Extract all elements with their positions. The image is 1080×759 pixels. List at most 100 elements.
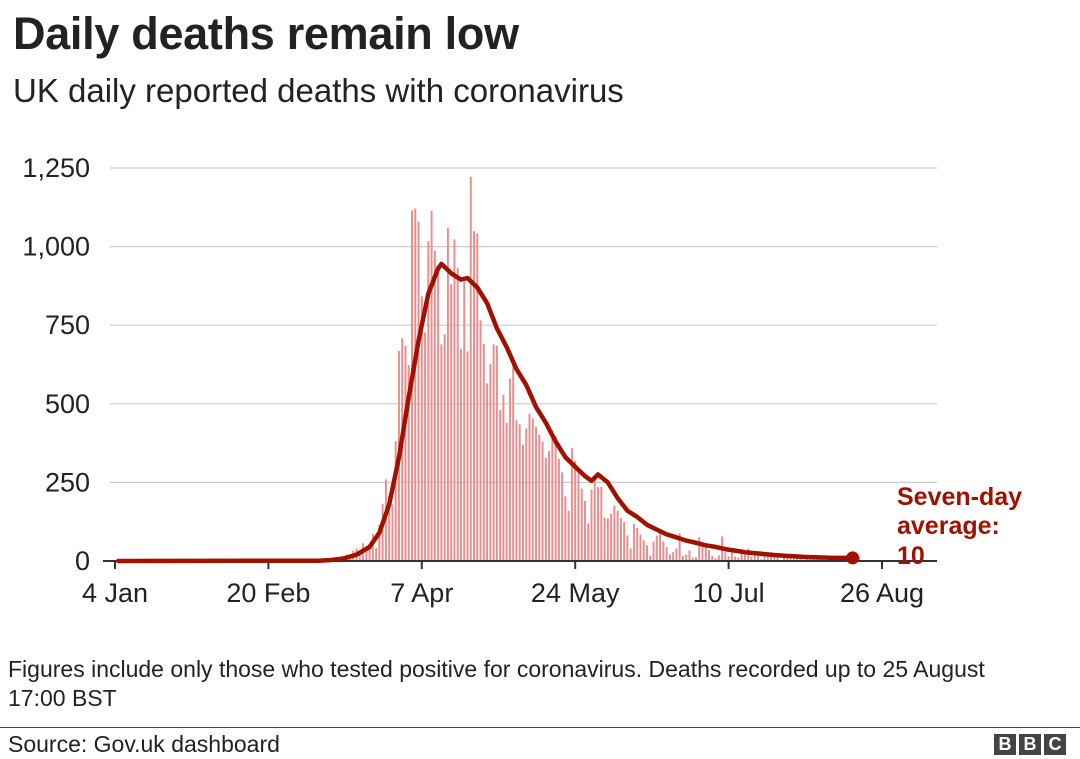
daily-deaths-bar bbox=[675, 548, 678, 561]
daily-deaths-bar bbox=[365, 545, 368, 561]
daily-deaths-bar bbox=[606, 518, 609, 561]
daily-deaths-bar bbox=[512, 361, 515, 561]
y-tick-label: 0 bbox=[75, 546, 90, 576]
daily-deaths-bar bbox=[730, 548, 733, 561]
daily-deaths-bar bbox=[358, 550, 361, 561]
bbc-logo: B B C bbox=[994, 734, 1066, 755]
daily-deaths-bar bbox=[538, 434, 541, 561]
daily-deaths-bar bbox=[541, 441, 544, 561]
y-tick-label: 1,250 bbox=[22, 153, 90, 183]
daily-deaths-bar bbox=[424, 332, 427, 561]
daily-deaths-bar bbox=[574, 460, 577, 561]
daily-deaths-bar bbox=[482, 344, 485, 561]
daily-deaths-bar bbox=[505, 422, 508, 561]
daily-deaths-bar bbox=[737, 557, 740, 561]
source-text: Source: Gov.uk dashboard bbox=[8, 731, 280, 757]
daily-deaths-bar bbox=[691, 557, 694, 561]
daily-deaths-bar bbox=[508, 378, 511, 561]
footnote: Figures include only those who tested po… bbox=[8, 656, 985, 711]
daily-deaths-bar bbox=[694, 557, 697, 561]
daily-deaths-bar bbox=[632, 523, 635, 561]
daily-deaths-bar bbox=[727, 556, 730, 561]
daily-deaths-bar bbox=[443, 334, 446, 561]
daily-deaths-bar bbox=[459, 348, 462, 561]
daily-deaths-bar bbox=[551, 430, 554, 561]
daily-deaths-bar bbox=[750, 556, 753, 561]
daily-deaths-bar bbox=[502, 394, 505, 561]
daily-deaths-bar bbox=[662, 541, 665, 561]
daily-deaths-bar bbox=[567, 510, 570, 561]
daily-deaths-bar bbox=[479, 320, 482, 561]
daily-deaths-bar bbox=[600, 486, 603, 561]
daily-deaths-bar bbox=[593, 476, 596, 561]
daily-deaths-bar bbox=[580, 488, 583, 561]
daily-deaths-bar bbox=[430, 210, 433, 561]
daily-deaths-bar bbox=[414, 208, 417, 561]
daily-deaths-bar bbox=[799, 556, 802, 561]
daily-deaths-bar bbox=[616, 510, 619, 561]
daily-deaths-bar bbox=[743, 554, 746, 561]
daily-deaths-bar bbox=[659, 529, 662, 561]
daily-deaths-bar bbox=[466, 351, 469, 561]
daily-deaths-bar bbox=[613, 505, 616, 561]
daily-deaths-bar bbox=[756, 555, 759, 561]
daily-deaths-bar bbox=[858, 556, 861, 561]
daily-deaths-bar bbox=[740, 549, 743, 561]
daily-deaths-bar bbox=[404, 345, 407, 561]
daily-deaths-bar bbox=[440, 344, 443, 561]
daily-deaths-bar bbox=[518, 424, 521, 561]
daily-deaths-bar bbox=[786, 557, 789, 561]
endpoint-marker bbox=[846, 551, 860, 565]
daily-deaths-bar bbox=[665, 547, 668, 561]
daily-deaths-bar bbox=[646, 545, 648, 561]
daily-deaths-bar bbox=[724, 552, 727, 561]
daily-deaths-bar bbox=[391, 504, 394, 561]
x-tick-label: 7 Apr bbox=[390, 578, 453, 608]
daily-deaths-bar bbox=[499, 410, 502, 561]
daily-deaths-bar bbox=[587, 523, 590, 561]
daily-deaths-bar bbox=[642, 540, 645, 561]
daily-deaths-bar bbox=[548, 450, 551, 561]
x-tick-label: 24 May bbox=[531, 578, 620, 608]
daily-deaths-chart: 0 250 500 750 1,000 1,250 4 Jan 20 Feb 7 Apr 24 M… bbox=[22, 153, 1022, 608]
daily-deaths-bar bbox=[528, 413, 531, 561]
daily-deaths-bar bbox=[420, 296, 423, 561]
annotation-line: average: bbox=[897, 512, 1000, 540]
daily-deaths-bar bbox=[717, 555, 720, 561]
daily-deaths-bar bbox=[636, 527, 639, 561]
daily-deaths-bar bbox=[619, 517, 622, 561]
daily-deaths-bar bbox=[492, 344, 495, 561]
daily-deaths-bar bbox=[597, 486, 600, 561]
daily-deaths-bar bbox=[711, 555, 714, 561]
annotation-line: 10 bbox=[897, 542, 925, 570]
daily-deaths-bar bbox=[368, 544, 371, 561]
footer-divider bbox=[0, 727, 1080, 728]
daily-deaths-bar bbox=[649, 555, 652, 561]
daily-deaths-bar bbox=[577, 471, 580, 561]
daily-deaths-bar bbox=[476, 233, 479, 561]
daily-deaths-bar bbox=[603, 517, 606, 561]
daily-deaths-bar bbox=[489, 364, 492, 561]
daily-deaths-bar bbox=[668, 554, 671, 561]
daily-deaths-bar bbox=[809, 557, 812, 561]
daily-deaths-bar bbox=[463, 281, 466, 561]
daily-deaths-bar bbox=[584, 500, 586, 561]
daily-deaths-bar bbox=[688, 550, 691, 561]
daily-deaths-bar bbox=[456, 267, 459, 561]
daily-deaths-bar bbox=[753, 553, 756, 561]
y-tick-label: 750 bbox=[45, 310, 90, 340]
daily-deaths-bar bbox=[515, 420, 518, 561]
daily-deaths-bar bbox=[714, 558, 717, 561]
bbc-logo-letter: B bbox=[1019, 734, 1041, 755]
daily-deaths-bar bbox=[378, 524, 381, 561]
daily-deaths-bar bbox=[453, 239, 456, 561]
daily-deaths-bar bbox=[554, 436, 557, 561]
daily-deaths-bar bbox=[704, 545, 707, 561]
daily-deaths-bar bbox=[486, 383, 489, 561]
daily-deaths-bar bbox=[610, 513, 613, 561]
x-tick-label: 4 Jan bbox=[82, 578, 148, 608]
daily-deaths-bar bbox=[544, 457, 547, 561]
x-tick-label: 20 Feb bbox=[226, 578, 310, 608]
seven-day-average-layer bbox=[116, 261, 860, 565]
daily-deaths-bar bbox=[805, 557, 808, 561]
